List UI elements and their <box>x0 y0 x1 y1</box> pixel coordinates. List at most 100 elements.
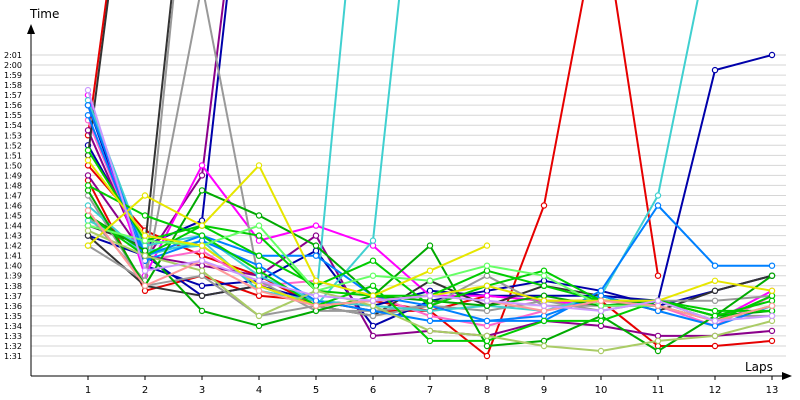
data-point <box>141 282 149 289</box>
data-point <box>483 282 491 289</box>
y-tick-label: 2:00 <box>4 61 22 70</box>
data-point <box>84 227 92 234</box>
data-point <box>84 127 92 134</box>
data-point <box>369 272 377 279</box>
series-line <box>87 0 228 247</box>
data-point <box>312 292 320 299</box>
data-point <box>198 282 206 289</box>
data-point <box>141 192 149 199</box>
data-point <box>426 337 434 345</box>
x-tick-label: 6 <box>370 385 376 396</box>
data-point <box>711 332 719 340</box>
data-point <box>369 237 377 244</box>
data-point <box>711 342 719 350</box>
data-point <box>84 86 92 94</box>
x-tick-label: 3 <box>199 385 205 396</box>
data-point <box>483 352 491 360</box>
grid-lines <box>31 54 786 357</box>
y-tick-label: 1:55 <box>4 111 22 120</box>
x-tick-label: 8 <box>484 385 490 396</box>
data-point <box>198 307 206 315</box>
data-point <box>255 287 263 294</box>
y-tick-label: 1:58 <box>4 81 22 90</box>
data-point <box>540 202 548 209</box>
data-point <box>768 262 776 269</box>
data-point <box>312 222 320 229</box>
data-point <box>768 302 776 309</box>
y-tick-label: 2:01 <box>4 51 22 60</box>
data-point <box>768 51 776 59</box>
data-point <box>597 317 605 325</box>
y-tick-label: 1:56 <box>4 101 22 110</box>
data-point <box>654 202 662 209</box>
data-point <box>255 267 263 274</box>
x-tick-label: 9 <box>541 385 547 396</box>
data-point <box>312 277 320 284</box>
x-tick-label: 2 <box>142 385 148 396</box>
x-tick-label: 10 <box>595 385 608 396</box>
x-tick-label: 4 <box>256 385 262 396</box>
axes <box>27 24 792 380</box>
data-point <box>711 262 719 269</box>
y-tick-label: 1:33 <box>4 332 22 341</box>
data-point <box>483 332 491 340</box>
y-tick-label: 1:31 <box>4 352 22 361</box>
series-28 <box>84 162 491 299</box>
data-point <box>255 312 263 320</box>
data-point <box>540 307 548 315</box>
data-point <box>255 277 263 284</box>
data-point <box>198 247 206 254</box>
y-tick-label: 1:32 <box>4 342 22 351</box>
data-point <box>255 322 263 330</box>
data-point <box>141 232 149 239</box>
y-tick-label: 1:50 <box>4 161 22 170</box>
y-tick-label: 1:47 <box>4 191 22 200</box>
data-point <box>84 101 92 109</box>
x-tick-label: 13 <box>766 385 779 396</box>
data-point <box>711 277 719 284</box>
data-point <box>84 242 92 249</box>
data-point <box>141 212 149 219</box>
x-axis-arrow <box>782 372 792 380</box>
x-tick-label: 1 <box>85 385 91 396</box>
data-point <box>711 307 719 315</box>
data-point <box>312 302 320 309</box>
data-point <box>654 272 662 279</box>
series-17 <box>84 0 401 309</box>
series-line <box>87 164 488 297</box>
series-line <box>87 0 110 156</box>
series-layer <box>84 0 776 360</box>
data-point <box>540 317 548 325</box>
data-point <box>198 162 206 169</box>
y-tick-label: 1:59 <box>4 71 22 80</box>
y-tick-label: 1:41 <box>4 252 22 261</box>
data-point <box>369 282 377 289</box>
data-point <box>312 307 320 315</box>
data-point <box>255 252 263 259</box>
data-point <box>711 297 719 304</box>
y-tick-label: 1:54 <box>4 121 22 130</box>
y-axis-arrow <box>27 24 35 34</box>
data-point <box>483 262 491 269</box>
y-axis-title: Time <box>29 7 59 21</box>
data-point <box>654 297 662 304</box>
y-tick-label: 1:44 <box>4 222 22 231</box>
data-point <box>597 307 605 315</box>
data-point <box>255 222 263 229</box>
data-point <box>255 212 263 219</box>
y-tick-label: 1:34 <box>4 322 22 331</box>
data-point <box>768 337 776 345</box>
data-point <box>198 172 206 179</box>
data-point <box>369 307 377 315</box>
data-point <box>198 267 206 274</box>
data-point <box>540 337 548 345</box>
data-point <box>483 342 491 350</box>
x-axis-ticks: 1 2 3 4 5 6 7 8 9 10 11 12 13 <box>85 376 779 396</box>
data-point <box>426 242 434 249</box>
y-axis-ticks: 1:311:321:331:341:351:361:371:381:391:40… <box>4 51 22 361</box>
series-32 <box>84 86 776 325</box>
data-point <box>426 277 434 284</box>
data-point <box>84 147 92 154</box>
data-point <box>84 207 92 214</box>
